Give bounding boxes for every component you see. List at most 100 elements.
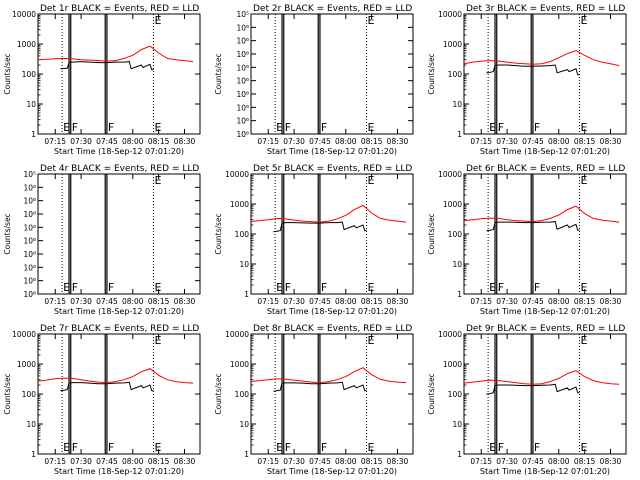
- x-tick-label: 07:45: [96, 297, 118, 306]
- lld-series-line: [463, 205, 620, 223]
- chart-title: Det 4r BLACK = Events, RED = LLD: [40, 164, 199, 174]
- x-tick-label: 07:45: [309, 457, 331, 466]
- y-tick-label: 10: [26, 100, 36, 109]
- y-tick-label: 10⁶: [236, 23, 249, 32]
- y-tick-label: 100: [448, 230, 463, 239]
- y-axis-label: Counts/sec: [3, 53, 12, 94]
- y-tick-label: 10000: [12, 330, 36, 339]
- chart-title: Det 8r BLACK = Events, RED = LLD: [253, 324, 412, 334]
- x-tick-label: 07:30: [70, 137, 92, 146]
- flag-label: F: [321, 441, 327, 454]
- x-tick-label: 07:30: [496, 137, 518, 146]
- flag-label: E: [154, 281, 161, 294]
- y-axis-label: Counts/sec: [214, 213, 223, 254]
- flag-label: F: [534, 281, 540, 294]
- y-tick-label: 10⁶: [23, 210, 36, 219]
- x-tick-label: 08:30: [387, 137, 409, 146]
- x-tick-label: 08:15: [148, 297, 170, 306]
- y-tick-label: 10⁶: [236, 37, 249, 46]
- lld-series-line: [37, 368, 194, 384]
- chart-title: Det 6r BLACK = Events, RED = LLD: [466, 164, 625, 174]
- flag-label-top: E: [367, 174, 374, 187]
- y-tick-label: 1: [244, 450, 249, 459]
- y-tick-label: 10⁵: [23, 170, 36, 179]
- x-tick-label: 07:30: [70, 297, 92, 306]
- flag-label-top: E: [154, 174, 161, 187]
- flag-label: E: [154, 121, 161, 134]
- flag-label: E: [489, 441, 496, 454]
- flag-label: F: [72, 441, 78, 454]
- plot-frame: [250, 13, 414, 135]
- x-tick-label: 07:15: [44, 457, 66, 466]
- x-tick-label: 08:00: [122, 137, 144, 146]
- x-tick-label: 07:15: [470, 137, 492, 146]
- x-tick-label: 08:30: [174, 457, 196, 466]
- x-tick-label: 07:15: [257, 297, 279, 306]
- flag-label: F: [108, 441, 114, 454]
- x-tick-label: 08:00: [335, 457, 357, 466]
- plot-frame: [37, 173, 201, 295]
- x-tick-label: 07:15: [470, 457, 492, 466]
- y-tick-label: 10⁶: [236, 90, 249, 99]
- events-series-line: [273, 221, 367, 233]
- y-tick-label: 10⁶: [236, 130, 249, 139]
- y-axis-label: Counts/sec: [3, 213, 12, 254]
- x-tick-label: 08:15: [148, 137, 170, 146]
- x-tick-label: 07:15: [44, 137, 66, 146]
- x-tick-label: 08:00: [548, 457, 570, 466]
- x-tick-label: 07:45: [522, 297, 544, 306]
- y-tick-label: 10000: [225, 170, 249, 179]
- flag-label-top: E: [367, 14, 374, 27]
- flag-label: F: [321, 281, 327, 294]
- y-tick-label: 10000: [12, 10, 36, 19]
- y-tick-label: 10⁶: [23, 237, 36, 246]
- flag-label: E: [63, 441, 70, 454]
- flag-label: F: [285, 281, 291, 294]
- lld-series-line: [463, 50, 620, 67]
- y-axis-label: Counts/sec: [214, 373, 223, 414]
- y-tick-label: 1000: [443, 200, 462, 209]
- x-tick-label: 08:30: [600, 137, 622, 146]
- flag-label: E: [489, 121, 496, 134]
- y-tick-label: 100: [22, 70, 37, 79]
- x-tick-label: 08:30: [387, 457, 409, 466]
- flag-label: F: [72, 121, 78, 134]
- events-series-line: [486, 221, 580, 232]
- flag-label: E: [63, 281, 70, 294]
- chart-panel-2: Det 2r BLACK = Events, RED = LLD 10⁶ 10⁶ 10…: [214, 4, 414, 156]
- y-tick-label: 10: [26, 420, 36, 429]
- x-tick-label: 07:45: [309, 297, 331, 306]
- x-tick-label: 08:30: [174, 137, 196, 146]
- x-tick-label: 07:45: [309, 137, 331, 146]
- y-tick-label: 1: [244, 290, 249, 299]
- x-tick-label: 07:15: [470, 297, 492, 306]
- x-tick-label: 07:45: [522, 457, 544, 466]
- x-tick-label: 07:30: [496, 297, 518, 306]
- x-tick-label: 07:30: [283, 457, 305, 466]
- flag-label: E: [367, 281, 374, 294]
- x-tick-label: 08:15: [361, 457, 383, 466]
- flag-label: E: [154, 441, 161, 454]
- y-tick-label: 10000: [225, 330, 249, 339]
- y-tick-label: 1: [31, 130, 36, 139]
- flag-label-top: E: [367, 334, 374, 347]
- flag-label: E: [276, 121, 283, 134]
- flag-label: E: [63, 121, 70, 134]
- y-tick-label: 10⁶: [236, 117, 249, 126]
- chart-panel-1: Det 1r BLACK = Events, RED = LLD 1 10 100 10…: [3, 4, 201, 156]
- x-axis-label: Start Time (18-Sep-12 07:01:20): [54, 467, 184, 476]
- flag-label: E: [367, 121, 374, 134]
- x-tick-label: 07:15: [257, 457, 279, 466]
- x-tick-label: 08:00: [335, 137, 357, 146]
- x-tick-label: 08:15: [361, 137, 383, 146]
- chart-title: Det 2r BLACK = Events, RED = LLD: [253, 4, 412, 14]
- flag-label: F: [498, 121, 504, 134]
- flag-label: F: [534, 121, 540, 134]
- chart-title: Det 1r BLACK = Events, RED = LLD: [40, 4, 199, 14]
- y-axis-label: Counts/sec: [427, 373, 436, 414]
- y-tick-label: 10⁶: [236, 103, 249, 112]
- y-tick-label: 1000: [17, 40, 36, 49]
- x-axis-label: Start Time (18-Sep-12 07:01:20): [267, 307, 397, 316]
- x-tick-label: 08:00: [122, 457, 144, 466]
- x-tick-label: 08:30: [600, 297, 622, 306]
